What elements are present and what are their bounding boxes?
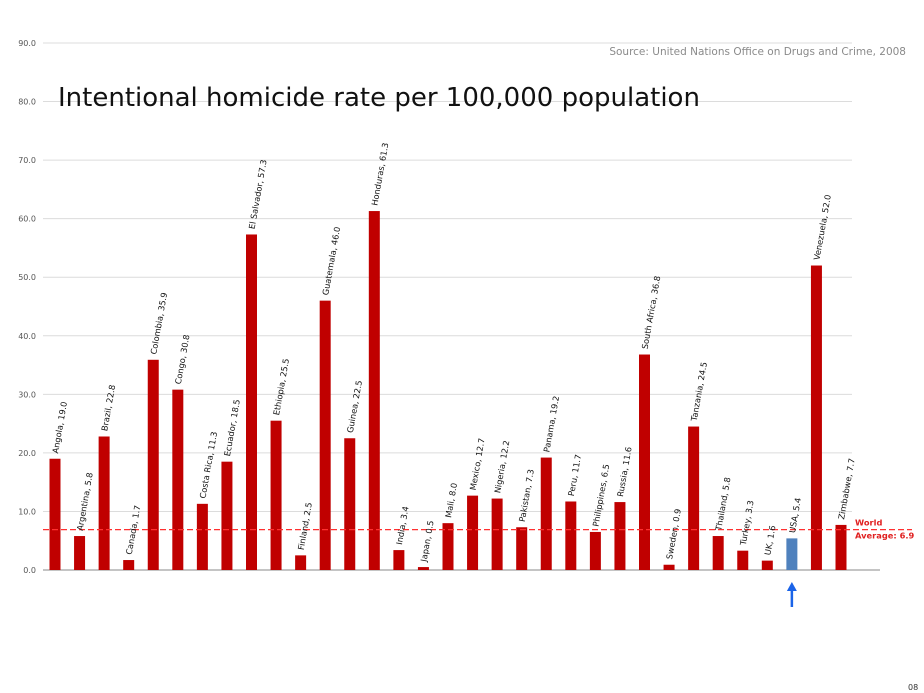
bar-pakistan: [516, 527, 528, 570]
bar-el-salvador: [246, 234, 257, 570]
bar-guatemala: [319, 300, 331, 570]
bar-label: Ecuador, 18.5: [222, 399, 242, 458]
world-average-value: Average: 6.9: [855, 531, 915, 541]
y-tick-label: 0.0: [23, 566, 36, 575]
bar-brazil: [98, 436, 110, 570]
bar-label: Mali, 8.0: [443, 482, 459, 519]
bar-panama: [540, 457, 552, 570]
bar-label: Costa Rica, 11.3: [197, 431, 219, 499]
bar-angola: [49, 458, 61, 570]
y-tick-label: 70.0: [18, 156, 36, 165]
bar-tanzania: [688, 426, 700, 570]
bar-costa-rica: [196, 503, 208, 570]
bar-label: Turkey, 3.3: [738, 499, 756, 547]
chart-title: Intentional homicide rate per 100,000 po…: [58, 83, 700, 113]
y-tick-label: 30.0: [18, 390, 36, 399]
bar-uk: [761, 560, 773, 570]
y-tick-label: 90.0: [18, 39, 36, 48]
bar-philippines: [589, 531, 601, 570]
highlight-arrow-icon: [786, 582, 797, 607]
bar-label: USA, 5.4: [787, 497, 803, 534]
bar-colombia: [147, 359, 159, 570]
bar-japan: [417, 567, 429, 570]
bar-label: Mexico, 12.7: [468, 437, 487, 491]
bar-label: Peru, 11.7: [566, 454, 583, 497]
bar-ethiopia: [270, 420, 282, 570]
y-axis-ticks: 0.0 10.0 20.0 30.0 40.0 50.0 60.0 70.0 80.0 90.0: [18, 39, 36, 575]
bar-usa: [786, 538, 798, 570]
bar-label: Angola, 19.0: [50, 401, 69, 454]
bar-label: Venezuela, 52.0: [812, 194, 833, 261]
bar-label: Pakistan, 7.3: [517, 468, 536, 522]
bar-label: South Africa, 36.8: [640, 275, 663, 350]
bar-thailand: [712, 536, 724, 570]
y-tick-label: 10.0: [18, 507, 36, 516]
world-average-label: World: [855, 518, 882, 528]
bar-nigeria: [491, 498, 503, 570]
bar-russia: [614, 502, 626, 570]
bar-label: Tanzania, 24.5: [689, 361, 709, 423]
world-average-line-group: World Average: 6.9: [43, 518, 915, 541]
bar-label: Honduras, 61.3: [369, 142, 390, 206]
y-tick-label: 80.0: [18, 98, 36, 107]
bar-sweden: [663, 564, 675, 570]
bar-label: Argentina, 5.8: [75, 472, 95, 532]
bar-label: Brazil, 22.8: [99, 384, 117, 432]
y-tick-label: 40.0: [18, 332, 36, 341]
gridlines: [43, 42, 852, 512]
bars: [49, 211, 847, 570]
y-tick-label: 60.0: [18, 215, 36, 224]
bar-label: Zimbabwe, 7.7: [836, 457, 857, 520]
arrow-head: [786, 582, 797, 591]
source-note: Source: United Nations Office on Drugs a…: [609, 46, 906, 58]
bar-south-africa: [639, 354, 650, 570]
y-tick-label: 50.0: [18, 273, 36, 282]
bar-label: Thailand, 5.8: [713, 476, 732, 532]
bar-congo: [172, 389, 184, 570]
bar-venezuela: [810, 265, 822, 570]
bar-turkey: [737, 550, 749, 570]
bar-label: Guatemala, 46.0: [320, 226, 342, 296]
bar-label: Colombia, 35.9: [148, 292, 169, 356]
bar-label: Finland, 2.5: [296, 502, 314, 551]
page-number: 08: [908, 683, 918, 692]
bar-india: [393, 550, 405, 570]
bar-label: Nigeria, 12.2: [492, 440, 511, 494]
bar-guinea: [344, 438, 356, 570]
bar-label: Japan, 0.5: [418, 520, 435, 564]
bar-honduras: [368, 211, 380, 570]
bar-peru: [565, 501, 577, 570]
bar-mexico: [467, 495, 479, 570]
bar-finland: [295, 555, 307, 570]
bar-mali: [442, 523, 454, 570]
bar-label: Sweden, 0.9: [664, 508, 683, 560]
bar-canada: [123, 560, 135, 570]
bar-label: Ethiopia, 25.5: [271, 358, 291, 416]
y-tick-label: 20.0: [18, 449, 36, 458]
bar-label: Congo, 30.8: [173, 334, 192, 385]
bar-label: Russia, 11.6: [615, 446, 634, 497]
bar-ecuador: [221, 461, 233, 570]
bar-label: Guinea, 22.5: [345, 379, 364, 433]
bar-label: Philippines, 6.5: [590, 463, 611, 527]
bar-label: El Salvador, 57.3: [247, 159, 269, 230]
bar-label: Panama, 19.2: [541, 395, 561, 453]
bar-zimbabwe: [835, 524, 847, 570]
bar-argentina: [74, 536, 86, 570]
